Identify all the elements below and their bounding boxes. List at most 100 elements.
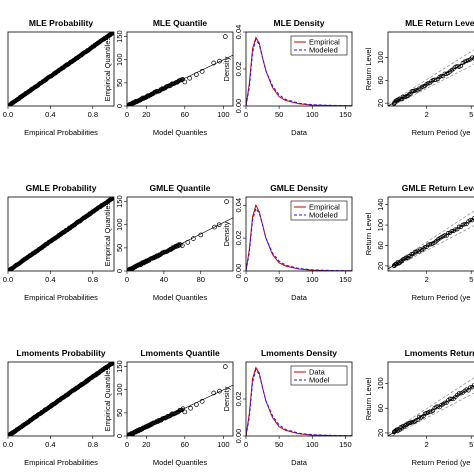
return-level-point <box>468 385 473 390</box>
x-tick-label: 50 <box>275 275 283 284</box>
x-tick-label: 0.0 <box>3 275 13 284</box>
quantile-point <box>194 72 199 77</box>
quantile-point <box>177 241 182 247</box>
x-tick-label: 0.4 <box>45 440 55 449</box>
return-level-point <box>468 217 473 223</box>
x-tick-label: 20 <box>142 110 150 119</box>
legend-entry: Empirical <box>309 203 340 212</box>
panel-density-2: MLE Density 0 50 100 150 0.00 0.02 0.04 Data Dens… <box>222 18 353 137</box>
x-tick-label: 150 <box>339 440 352 449</box>
quantile-point <box>199 68 205 74</box>
plot-area <box>246 36 352 106</box>
x-tick-label: 2 <box>425 275 429 284</box>
plot-area <box>127 199 233 271</box>
x-tick-label: 0 <box>244 440 248 449</box>
panel-density-6: GMLE Density 0 50 100 150 0.00 0.02 0.04 Data Den… <box>222 183 353 302</box>
x-axis-label: Data <box>291 128 308 137</box>
y-axis-label: Density <box>222 221 231 246</box>
x-tick-label: 0 <box>125 275 129 284</box>
x-axis-label: Data <box>291 458 308 467</box>
density-line-empirical <box>246 203 352 271</box>
return-level-point <box>456 64 462 69</box>
y-axis-label: Empirical Quantiles <box>103 366 112 431</box>
x-tick-label: 0.0 <box>3 110 13 119</box>
x-tick-label: 150 <box>339 110 352 119</box>
x-tick-label: 0.8 <box>88 275 98 284</box>
y-axis-label: Return Level <box>364 377 373 420</box>
x-tick-label: 100 <box>217 110 230 119</box>
panel-title: Lmoments Density <box>261 348 337 358</box>
quantile-point <box>217 58 222 64</box>
y-tick-label: 50 <box>115 409 124 417</box>
return-level-point <box>400 423 406 429</box>
quantile-point <box>180 406 186 411</box>
x-tick-label: 2 <box>425 440 429 449</box>
upper-ci-line <box>388 49 474 105</box>
y-tick-label: 20 <box>376 262 385 270</box>
return-level-point <box>466 388 471 393</box>
y-tick-label: 140 <box>376 198 385 211</box>
y-tick-label: 0.04 <box>234 25 243 40</box>
x-axis-label: Empirical Probabilities <box>24 128 98 137</box>
plot-frame <box>126 196 234 272</box>
plot-area <box>388 49 474 106</box>
panel-probability-8: Lmoments Probability 0.0 0.4 0.8 Empirical P… <box>3 348 115 467</box>
return-level-point <box>462 222 467 227</box>
plot-area <box>127 364 233 436</box>
y-tick-label: 60 <box>376 76 385 84</box>
legend-entry: Modeled <box>309 211 338 220</box>
x-tick-label: 50 <box>275 110 283 119</box>
x-tick-label: 5 <box>469 440 473 449</box>
legend-entry: Model <box>309 376 330 385</box>
probability-point <box>111 362 114 365</box>
panel-title: MLE Return Level <box>405 18 474 28</box>
quantile-point <box>194 402 199 407</box>
x-tick-label: 0.0 <box>3 440 13 449</box>
return-level-point <box>446 230 451 236</box>
x-axis-label: Model Quantiles <box>153 128 207 137</box>
y-tick-label: 100 <box>115 383 124 396</box>
x-axis-label: Return Period (ye <box>412 128 471 137</box>
y-tick-label: 50 <box>115 244 124 252</box>
y-axis-label: Density <box>222 386 231 411</box>
quantile-point <box>198 232 204 238</box>
x-tick-label: 5 <box>469 275 473 284</box>
panel-return_level-3: MLE Return Level 2 5 20 60 100 Return Period (… <box>364 18 474 137</box>
y-axis-label: Empirical Quantiles <box>103 36 112 101</box>
panel-probability-0: MLE Probability 0.0 0.4 0.8 Empirical Probab… <box>3 18 115 137</box>
x-tick-label: 0 <box>125 110 129 119</box>
return-level-point <box>456 224 462 229</box>
return-level-point <box>453 227 458 232</box>
x-axis-label: Return Period (ye <box>412 458 471 467</box>
y-tick-label: 50 <box>115 79 124 87</box>
panel-title: GMLE Quantile <box>150 183 211 193</box>
panel-title: Lmoments Return <box>405 348 474 358</box>
return-level-point <box>462 59 467 64</box>
y-tick-label: 150 <box>115 30 124 43</box>
quantile-point <box>156 418 161 423</box>
panel-title: GMLE Density <box>270 183 328 193</box>
plot-area <box>388 210 474 271</box>
probability-point <box>110 32 114 36</box>
quantile-point <box>191 236 196 241</box>
plot-area <box>8 197 114 271</box>
panel-title: Lmoments Quantile <box>140 348 220 358</box>
y-tick-label: 20 <box>376 99 385 107</box>
x-axis-label: Empirical Probabilities <box>24 458 98 467</box>
panel-title: Lmoments Probability <box>16 348 106 358</box>
legend-entry: Modeled <box>309 46 338 55</box>
return-level-point <box>472 215 474 221</box>
y-tick-label: 0.02 <box>234 392 243 407</box>
y-tick-label: 60 <box>376 241 385 249</box>
panel-probability-4: GMLE Probability 0.0 0.4 0.8 Empirical Proba… <box>3 183 115 302</box>
x-tick-label: 80 <box>197 275 205 284</box>
x-tick-label: 2 <box>425 110 429 119</box>
legend-entry: Empirical <box>309 38 340 47</box>
y-tick-label: 0 <box>115 434 124 438</box>
plot-frame <box>245 196 353 272</box>
return-level-point <box>407 420 412 426</box>
x-axis-label: Data <box>291 293 308 302</box>
y-tick-label: 150 <box>115 360 124 373</box>
